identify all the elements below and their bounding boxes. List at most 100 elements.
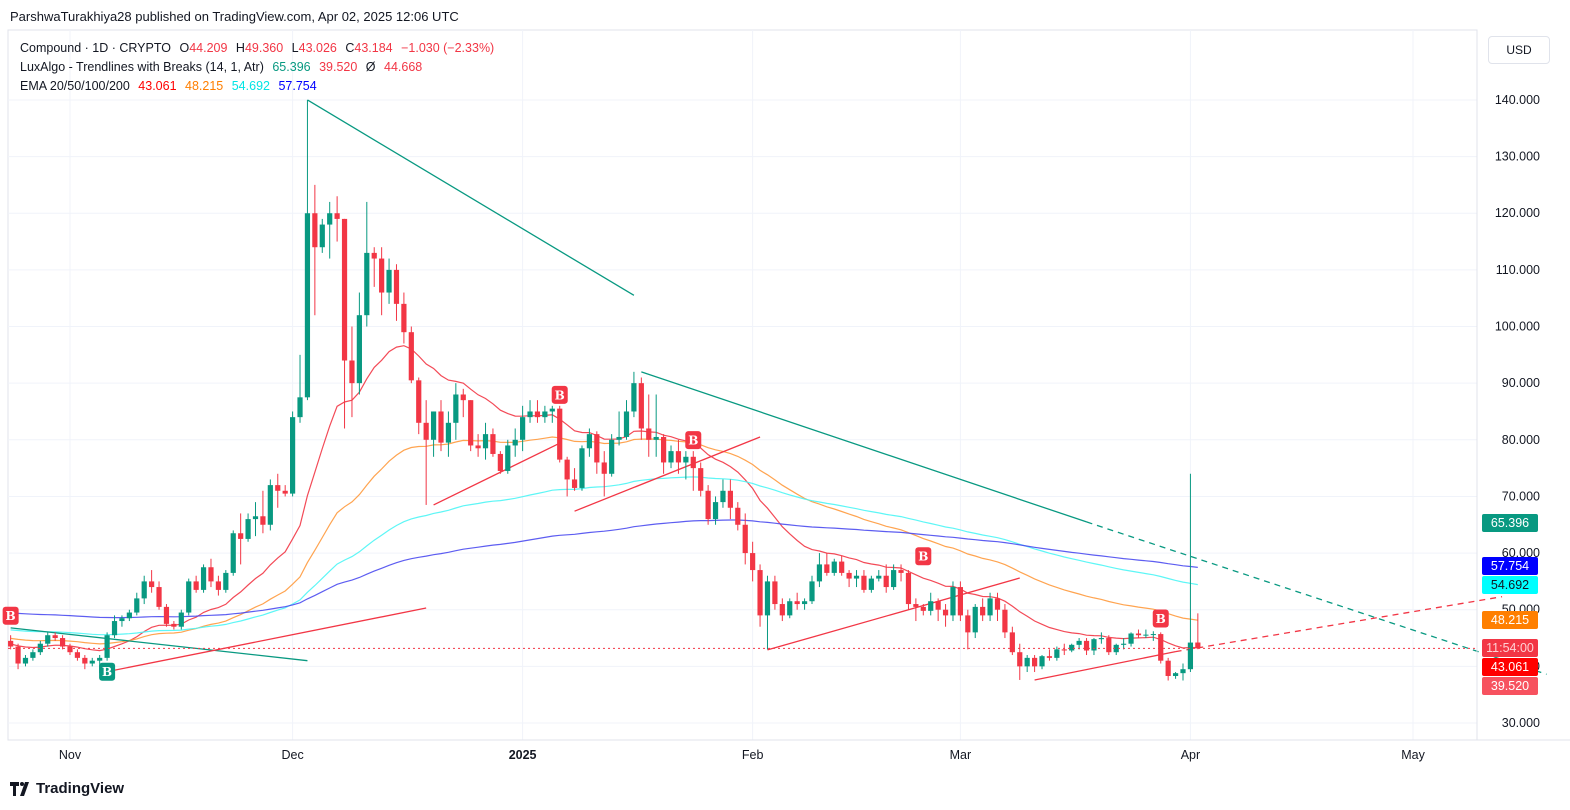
candle[interactable]	[156, 581, 162, 610]
candle[interactable]	[668, 445, 674, 469]
candle[interactable]	[557, 405, 563, 463]
candle[interactable]	[579, 445, 585, 491]
candle[interactable]	[542, 405, 548, 423]
candle[interactable]	[586, 428, 592, 457]
candle[interactable]	[1009, 626, 1015, 656]
candle[interactable]	[727, 479, 733, 520]
legend-symbol-row[interactable]: Compound · 1D · CRYPTO O44.209 H49.360 L…	[20, 39, 499, 58]
candle[interactable]	[230, 530, 236, 576]
candle[interactable]	[252, 502, 259, 537]
candle[interactable]	[631, 371, 637, 418]
candle[interactable]	[928, 592, 934, 616]
candle[interactable]	[757, 564, 763, 627]
legend-indicator-trendlines[interactable]: LuxAlgo - Trendlines with Breaks (14, 1,…	[20, 58, 499, 77]
candle[interactable]	[950, 581, 956, 622]
candle[interactable]	[52, 632, 58, 641]
candle[interactable]	[505, 439, 511, 474]
candle[interactable]	[913, 598, 919, 622]
candle[interactable]	[809, 575, 815, 605]
candle[interactable]	[30, 649, 36, 661]
candle[interactable]	[831, 558, 837, 576]
candle[interactable]	[690, 451, 696, 491]
candle[interactable]	[238, 513, 244, 565]
candle[interactable]	[1165, 657, 1171, 681]
candle[interactable]	[853, 570, 860, 588]
candle[interactable]	[898, 564, 904, 582]
candle[interactable]	[119, 615, 125, 627]
candle[interactable]	[816, 553, 823, 588]
candle[interactable]	[245, 513, 251, 542]
candle[interactable]	[891, 564, 897, 590]
candle[interactable]	[408, 326, 414, 384]
candle[interactable]	[416, 377, 422, 435]
candle[interactable]	[512, 428, 518, 457]
candle[interactable]	[905, 570, 912, 610]
candle[interactable]	[1158, 632, 1164, 664]
candle[interactable]	[653, 394, 659, 457]
candle[interactable]	[1135, 629, 1142, 639]
candle[interactable]	[965, 609, 971, 650]
candle[interactable]	[386, 258, 392, 304]
candle[interactable]	[1061, 643, 1067, 656]
candle[interactable]	[764, 575, 771, 650]
candle[interactable]	[980, 598, 986, 622]
candle[interactable]	[297, 354, 303, 423]
candle[interactable]	[1143, 629, 1149, 639]
candle[interactable]	[1150, 631, 1156, 641]
candle[interactable]	[208, 558, 214, 588]
candle[interactable]	[445, 411, 452, 457]
candle[interactable]	[67, 643, 73, 656]
candle[interactable]	[698, 462, 704, 497]
candle[interactable]	[312, 184, 318, 316]
candle[interactable]	[453, 383, 459, 440]
candle[interactable]	[334, 196, 340, 242]
candle[interactable]	[364, 201, 370, 327]
candle[interactable]	[1106, 635, 1112, 656]
candle[interactable]	[379, 247, 385, 316]
candle[interactable]	[89, 657, 95, 667]
candle[interactable]	[646, 394, 652, 457]
candle[interactable]	[482, 422, 489, 460]
candle[interactable]	[282, 485, 288, 497]
candle[interactable]	[349, 326, 355, 418]
candle[interactable]	[74, 649, 81, 661]
candle[interactable]	[1024, 655, 1030, 673]
candle[interactable]	[957, 581, 963, 622]
candle[interactable]	[149, 570, 155, 593]
candle[interactable]	[1076, 638, 1082, 650]
candle[interactable]	[994, 592, 1001, 622]
candle[interactable]	[141, 575, 147, 605]
candle[interactable]	[497, 451, 503, 474]
candle[interactable]	[290, 411, 296, 497]
candle[interactable]	[1017, 643, 1023, 680]
candle[interactable]	[423, 400, 429, 505]
candle[interactable]	[171, 621, 177, 630]
candle[interactable]	[37, 640, 43, 656]
candle[interactable]	[460, 388, 466, 418]
candle[interactable]	[82, 655, 88, 670]
candle[interactable]	[1083, 638, 1090, 656]
candle[interactable]	[794, 592, 800, 610]
candle[interactable]	[438, 400, 444, 452]
candle[interactable]	[1121, 638, 1127, 650]
candle[interactable]	[876, 570, 882, 582]
candle[interactable]	[601, 451, 607, 497]
candle[interactable]	[267, 479, 273, 531]
candle[interactable]	[327, 201, 333, 259]
candle[interactable]	[675, 439, 682, 474]
currency-button[interactable]: USD	[1488, 36, 1550, 64]
candle[interactable]	[616, 411, 622, 446]
candle[interactable]	[883, 564, 889, 593]
candle[interactable]	[1039, 655, 1045, 670]
candle[interactable]	[735, 502, 741, 531]
candle[interactable]	[1098, 632, 1104, 644]
candle[interactable]	[178, 609, 184, 630]
candle[interactable]	[623, 400, 630, 440]
candle[interactable]	[393, 264, 400, 321]
candle[interactable]	[972, 604, 978, 639]
candle[interactable]	[1054, 646, 1060, 661]
candle[interactable]	[787, 598, 793, 619]
candle[interactable]	[942, 604, 949, 627]
candle[interactable]	[260, 490, 266, 534]
